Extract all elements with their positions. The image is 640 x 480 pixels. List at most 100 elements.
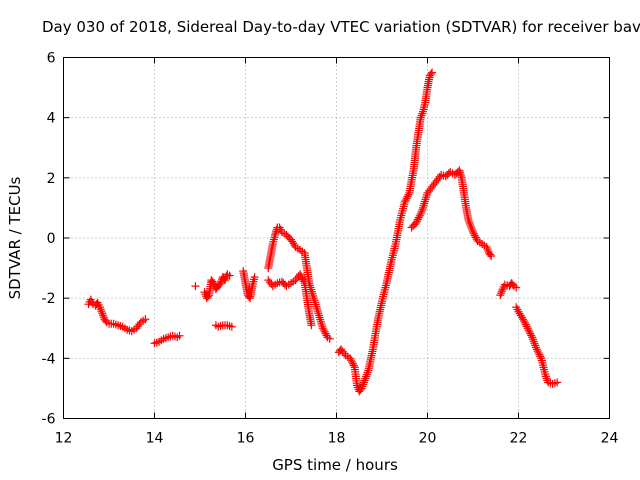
data-point: [320, 327, 329, 336]
data-point: [250, 273, 259, 282]
data-point: [524, 326, 533, 335]
data-point: [470, 231, 479, 240]
data-point: [497, 289, 506, 298]
data-point: [359, 378, 368, 387]
data-point: [466, 221, 475, 230]
data-point: [529, 337, 538, 346]
data-point: [314, 311, 323, 320]
data-point: [542, 374, 551, 383]
data-point: [264, 276, 273, 285]
data-point: [313, 304, 321, 313]
y-tick-label: -2: [42, 291, 56, 307]
data-point: [95, 303, 104, 312]
data-point: [337, 345, 346, 354]
data-point: [497, 287, 506, 296]
data-point: [360, 376, 369, 385]
data-point: [216, 279, 225, 288]
data-point: [527, 331, 536, 340]
data-point: [203, 292, 212, 301]
data-point: [299, 277, 308, 286]
data-point: [401, 196, 410, 205]
data-point: [362, 372, 371, 381]
data-point: [265, 278, 274, 287]
data-point: [307, 321, 316, 330]
data-point: [404, 190, 413, 199]
data-point: [526, 329, 535, 338]
data-point: [340, 349, 349, 358]
data-point: [531, 341, 540, 350]
data-point: [415, 211, 424, 220]
data-point: [419, 201, 428, 210]
data-point: [465, 217, 474, 226]
x-axis: 12 14 16 18 20 22 24: [55, 57, 619, 447]
y-axis-title: SDTVAR / TECUs: [6, 176, 24, 299]
data-point: [532, 345, 541, 354]
y-tick-label: 0: [47, 231, 56, 247]
data-point: [325, 334, 334, 343]
data-point: [521, 320, 530, 329]
data-point: [175, 331, 184, 340]
data-point: [420, 197, 429, 206]
data-point: [426, 184, 435, 193]
data-point: [403, 192, 412, 201]
data-point: [425, 186, 434, 195]
data-point: [310, 296, 319, 305]
data-point: [483, 245, 492, 254]
data-point: [97, 307, 106, 316]
data-point: [536, 352, 545, 361]
data-point: [429, 180, 438, 189]
data-point: [347, 356, 356, 365]
data-point: [428, 68, 437, 77]
x-tick-label: 18: [328, 431, 346, 447]
y-axis: -6 -4 -2 0 2 4 6: [42, 51, 610, 428]
data-point: [346, 354, 355, 363]
x-tick-label: 16: [237, 431, 255, 447]
data-point: [553, 378, 562, 387]
data-point: [313, 307, 322, 316]
data-point: [318, 324, 327, 333]
data-point: [533, 347, 542, 356]
data-point: [133, 322, 142, 331]
data-point: [191, 282, 200, 291]
data-point: [348, 359, 357, 368]
data-point: [357, 384, 366, 393]
data-point: [484, 247, 493, 256]
data-point: [487, 252, 496, 261]
data-point: [141, 315, 150, 324]
data-point: [522, 322, 531, 331]
data-point: [416, 209, 425, 218]
data-point: [200, 288, 209, 297]
data-point: [519, 315, 528, 324]
data-point: [290, 241, 299, 250]
data-point: [423, 188, 432, 197]
data-point: [528, 335, 537, 344]
data-point: [469, 227, 477, 236]
grid: [63, 57, 610, 419]
data-point: [98, 309, 107, 318]
data-point: [414, 213, 423, 222]
data-point: [400, 197, 409, 206]
data-point: [338, 347, 347, 356]
data-point: [208, 277, 217, 286]
data-point: [135, 320, 144, 329]
data-point: [96, 305, 105, 314]
data-point: [361, 374, 370, 383]
data-point: [99, 313, 108, 322]
data-point: [225, 271, 234, 280]
y-tick-label: 4: [47, 111, 56, 127]
x-tick-label: 24: [601, 431, 619, 447]
data-point: [359, 380, 368, 389]
data-point: [221, 276, 230, 285]
data-point: [468, 225, 477, 234]
data-point: [512, 283, 521, 292]
data-point: [541, 372, 550, 381]
y-tick-label: 6: [47, 51, 56, 67]
x-axis-title: GPS time / hours: [272, 456, 398, 474]
data-point: [297, 273, 306, 282]
data-point: [413, 217, 422, 226]
data-point: [412, 218, 421, 227]
data-point: [413, 215, 422, 224]
data-point: [358, 382, 367, 391]
data-point: [519, 317, 528, 326]
